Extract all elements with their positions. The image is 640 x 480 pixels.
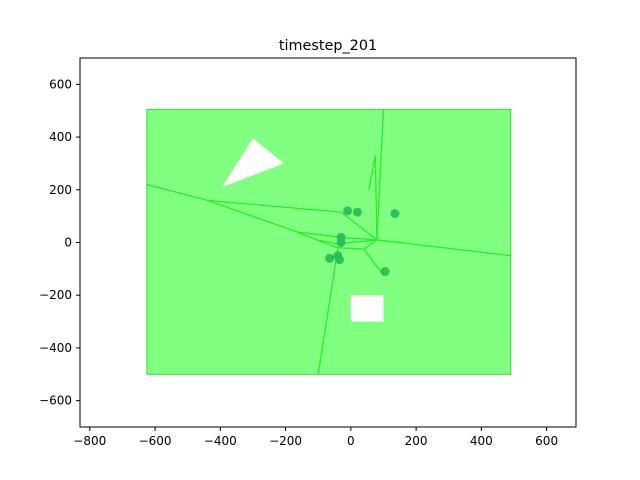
partition-line (368, 155, 378, 240)
partition-line (376, 109, 385, 240)
x-tick-label: 600 (535, 434, 558, 448)
obstacle-triangle (221, 138, 284, 188)
partition-line (376, 239, 511, 257)
y-tick-label: −400 (39, 341, 72, 355)
y-tick-label: 600 (49, 77, 72, 91)
partition-line (207, 199, 377, 241)
partition-line (316, 239, 378, 250)
data-point (325, 253, 335, 263)
plot-area (146, 108, 512, 375)
x-tick-label: −600 (139, 434, 172, 448)
partition-line (296, 231, 378, 245)
data-point (352, 207, 362, 217)
x-tick-label: −800 (73, 434, 106, 448)
x-tick-label: 400 (470, 434, 493, 448)
y-tick-label: −200 (39, 288, 72, 302)
axes: −800 −600 −400 −200 0 200 400 600 −600 −400 −200 0 2… (39, 57, 577, 448)
data-point (380, 266, 390, 276)
y-tick-label: 200 (49, 183, 72, 197)
plot-content (146, 108, 512, 375)
x-tick-label: 200 (405, 434, 428, 448)
data-point (334, 255, 344, 265)
data-point (390, 209, 400, 219)
obstacle-rectangle (350, 295, 384, 322)
chart-title: timestep_201 (279, 38, 377, 54)
y-tick-label: −600 (39, 394, 72, 408)
x-tick-label: 0 (347, 434, 355, 448)
data-point (336, 238, 346, 247)
y-tick-label: 400 (49, 130, 72, 144)
partition-line (363, 248, 384, 276)
data-point (343, 206, 353, 216)
x-tick-label: −200 (269, 434, 302, 448)
partition-line (146, 183, 378, 241)
x-tick-label: −400 (204, 434, 237, 448)
y-tick-label: 0 (64, 236, 72, 250)
